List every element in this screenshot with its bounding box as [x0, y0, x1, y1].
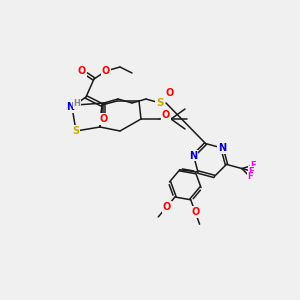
Text: O: O: [100, 114, 108, 124]
Text: O: O: [166, 88, 174, 98]
Text: O: O: [163, 202, 171, 212]
Text: O: O: [102, 66, 110, 76]
Text: N: N: [190, 151, 198, 160]
Text: O: O: [78, 66, 86, 76]
Text: F: F: [249, 167, 254, 176]
Text: F: F: [250, 161, 256, 170]
Text: O: O: [162, 110, 170, 120]
Text: N: N: [66, 102, 74, 112]
Text: S: S: [156, 98, 164, 108]
Text: O: O: [191, 207, 199, 217]
Text: S: S: [72, 126, 80, 136]
Text: H: H: [74, 100, 80, 109]
Text: F: F: [247, 172, 253, 182]
Text: N: N: [218, 143, 226, 153]
